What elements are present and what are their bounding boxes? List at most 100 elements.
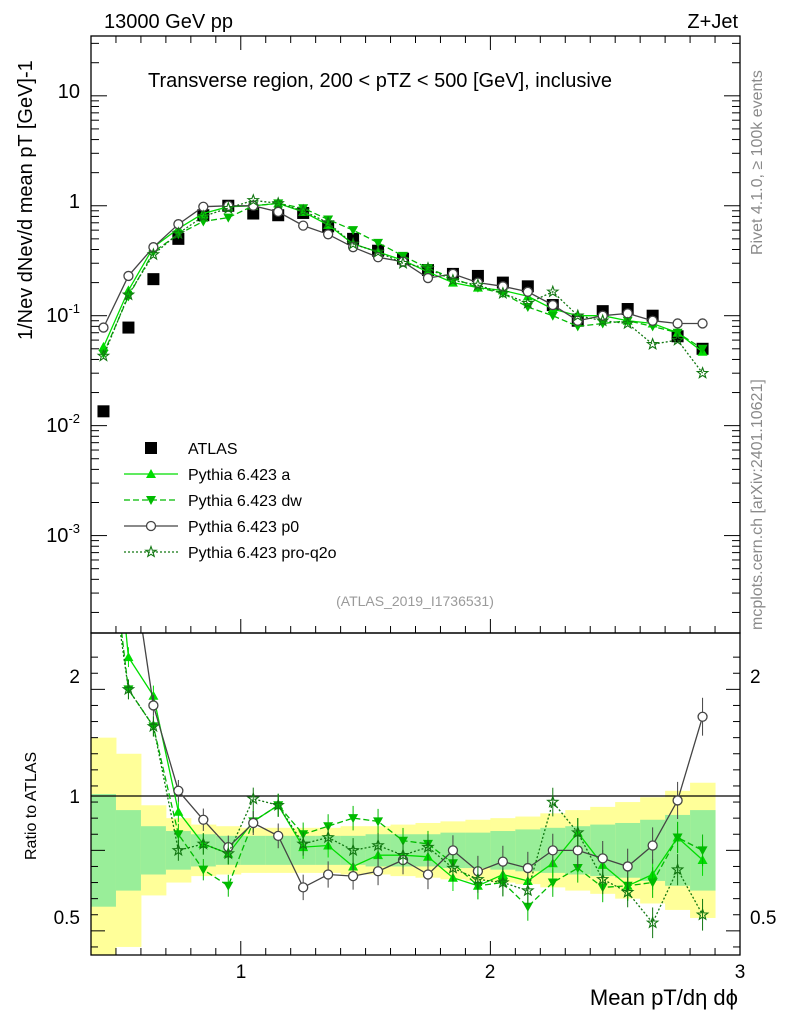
ratio-point-pythia-6-423-p0-14 xyxy=(447,845,459,856)
y-tick-label-10: 10 xyxy=(58,81,80,103)
side-rivet-label: Rivet 4.1.0, ≥ 100k events xyxy=(749,70,766,255)
ratio-point-pythia-6-423-dw-22 xyxy=(647,878,658,888)
ratio-point-pythia-6-423-dw-5 xyxy=(223,881,234,891)
main-point-pythia-6-423-pro-q2o-11 xyxy=(371,244,385,258)
side-mcplots-label: mcplots.cern.ch [arXiv:2401.10621] xyxy=(749,379,766,630)
main-point-pythia-6-423-pro-q2o-4 xyxy=(196,209,211,223)
legend-label-pythia-6-423-dw: Pythia 6.423 dw xyxy=(188,493,302,510)
main-point-pythia-6-423-dw-9 xyxy=(323,215,334,225)
band-inner-bin-2 xyxy=(140,826,167,875)
main-point-pythia-6-423-p0-17 xyxy=(522,286,533,297)
main-point-pythia-6-423-pro-q2o-0 xyxy=(96,348,111,362)
ratio-point-pythia-6-423-p0-13 xyxy=(422,869,434,880)
main-point-pythia-6-423-pro-q2o-10 xyxy=(346,236,360,250)
ratio-point-pythia-6-423-p0-10 xyxy=(347,870,359,882)
ratio-point-pythia-6-423-p0-9 xyxy=(322,869,334,880)
ratio-point-pythia-6-423-pro-q2o-3 xyxy=(171,843,186,857)
main-point-pythia-6-423-dw-10 xyxy=(348,226,359,236)
region-title: Transverse region, 200 < pTZ < 500 [GeV]… xyxy=(148,70,612,92)
main-point-pythia-6-423-pro-q2o-5 xyxy=(221,201,236,215)
main-point-pythia-6-423-pro-q2o-3 xyxy=(171,226,186,240)
ratio-point-pythia-6-423-dw-12 xyxy=(398,836,409,846)
ratio-point-pythia-6-423-pro-q2o-10 xyxy=(346,843,360,857)
ratio-y-tick-2: 2 xyxy=(69,667,80,688)
ratio-point-pythia-6-423-pro-q2o-6 xyxy=(246,791,261,805)
ratio-point-pythia-6-423-dw-24 xyxy=(697,846,708,856)
main-point-pythia-6-423-p0-9 xyxy=(322,229,334,240)
ratio-y-tick-right-2: 2 xyxy=(750,667,761,688)
x-tick-label-1: 1 xyxy=(236,962,247,983)
ratio-point-pythia-6-423-p0-19 xyxy=(572,845,583,856)
ratio-point-pythia-6-423-pro-q2o-21 xyxy=(620,885,635,899)
ratio-point-pythia-6-423-p0-16 xyxy=(497,856,509,867)
main-point-pythia-6-423-p0-7 xyxy=(273,206,284,218)
region-title-text: Transverse region, 200 < pTZ < 500 [GeV]… xyxy=(148,70,612,92)
main-point-pythia-6-423-p0-0 xyxy=(98,322,109,333)
band-inner-bin-6 xyxy=(240,835,267,865)
y-tick-label-1: 1 xyxy=(69,191,80,213)
ratio-point-pythia-6-423-dw-17 xyxy=(522,902,533,912)
main-point-pythia-6-423-dw-3 xyxy=(173,230,184,240)
main-line-pythia-6-423-dw xyxy=(102,202,703,355)
main-point-pythia-6-423-p0-13 xyxy=(422,272,434,284)
ratio-point-pythia-6-423-pro-q2o-12 xyxy=(396,848,410,861)
ratio-point-pythia-6-423-pro-q2o-8 xyxy=(296,836,310,850)
ratio-point-pythia-6-423-pro-q2o-13 xyxy=(421,839,435,853)
main-point-pythia-6-423-pro-q2o-7 xyxy=(271,196,285,210)
axis-ticks xyxy=(91,36,740,955)
ratio-point-pythia-6-423-p0-17 xyxy=(522,862,533,874)
ratio-point-pythia-6-423-dw-19 xyxy=(572,864,583,874)
ratio-point-pythia-6-423-p0-3 xyxy=(173,785,184,796)
main-point-atlas-6 xyxy=(247,207,260,220)
main-point-pythia-6-423-pro-q2o-9 xyxy=(321,215,335,229)
ratio-point-pythia-6-423-p0-2 xyxy=(148,700,159,711)
ratio-point-pythia-6-423-p0-21 xyxy=(622,861,633,872)
ratio-point-pythia-6-423-a-0 xyxy=(98,395,108,404)
main-point-pythia-6-423-pro-q2o-23 xyxy=(670,332,685,346)
main-point-pythia-6-423-pro-q2o-16 xyxy=(496,286,510,300)
ratio-point-pythia-6-423-dw-23 xyxy=(672,833,683,843)
legend-marker-pythia-6-423-pro-q2o xyxy=(144,544,158,558)
main-point-pythia-6-423-p0-8 xyxy=(298,220,309,231)
ratio-point-pythia-6-423-pro-q2o-5 xyxy=(221,846,236,860)
analysis-id: (ATLAS_2019_I1736531) xyxy=(336,593,494,609)
ratio-point-pythia-6-423-p0-4 xyxy=(198,814,209,825)
main-point-pythia-6-423-p0-11 xyxy=(372,252,384,263)
legend-label-pythia-6-423-a: Pythia 6.423 a xyxy=(188,467,290,484)
band-inner-bin-1 xyxy=(115,810,142,891)
ratio-point-pythia-6-423-pro-q2o-2 xyxy=(146,719,161,733)
ratio-point-pythia-6-423-p0-11 xyxy=(372,866,384,877)
legend-marker-pythia-6-423-a xyxy=(146,469,156,478)
ratio-y-tick-1: 1 xyxy=(69,787,80,808)
main-point-pythia-6-423-pro-q2o-22 xyxy=(645,337,660,351)
energy-label: 13000 GeV pp xyxy=(104,11,233,33)
ratio-point-pythia-6-423-p0-7 xyxy=(273,830,284,842)
ratio-point-pythia-6-423-dw-3 xyxy=(173,830,184,840)
main-point-pythia-6-423-pro-q2o-13 xyxy=(421,261,435,275)
ratio-point-pythia-6-423-pro-q2o-24 xyxy=(695,907,710,921)
main-point-pythia-6-423-pro-q2o-15 xyxy=(471,277,485,291)
legend: ATLAS Pythia 6.423 a Pythia 6.423 dw Pythia… xyxy=(124,441,337,562)
main-point-pythia-6-423-pro-q2o-21 xyxy=(620,316,635,330)
main-point-pythia-6-423-dw-21 xyxy=(622,316,633,326)
ratio-point-pythia-6-423-p0-8 xyxy=(298,882,309,893)
ratio-y-tick-0.5: 0.5 xyxy=(54,908,80,929)
ratio-point-pythia-6-423-pro-q2o-4 xyxy=(196,836,211,850)
main-point-pythia-6-423-p0-22 xyxy=(647,315,658,326)
main-point-pythia-6-423-pro-q2o-2 xyxy=(146,247,161,261)
legend-marker-pythia-6-423-dw xyxy=(146,496,156,505)
x-tick-label-2: 2 xyxy=(485,962,496,983)
main-point-pythia-6-423-pro-q2o-14 xyxy=(446,273,460,287)
main-point-pythia-6-423-pro-q2o-1 xyxy=(121,287,136,301)
ratio-point-pythia-6-423-p0-23 xyxy=(672,795,683,806)
main-line-pythia-6-423-pro-q2o xyxy=(102,199,704,374)
ratio-point-pythia-6-423-p0-24 xyxy=(697,711,708,722)
ratio-point-pythia-6-423-pro-q2o-7 xyxy=(271,798,285,812)
ratio-point-pythia-6-423-p0-6 xyxy=(248,817,259,829)
main-point-pythia-6-423-pro-q2o-17 xyxy=(521,296,535,309)
main-point-pythia-6-423-dw-11 xyxy=(373,238,384,248)
ratio-point-pythia-6-423-pro-q2o-0 xyxy=(98,507,109,517)
main-point-pythia-6-423-dw-18 xyxy=(547,311,558,321)
main-point-pythia-6-423-pro-q2o-20 xyxy=(595,313,610,327)
main-plot-series xyxy=(96,193,710,418)
